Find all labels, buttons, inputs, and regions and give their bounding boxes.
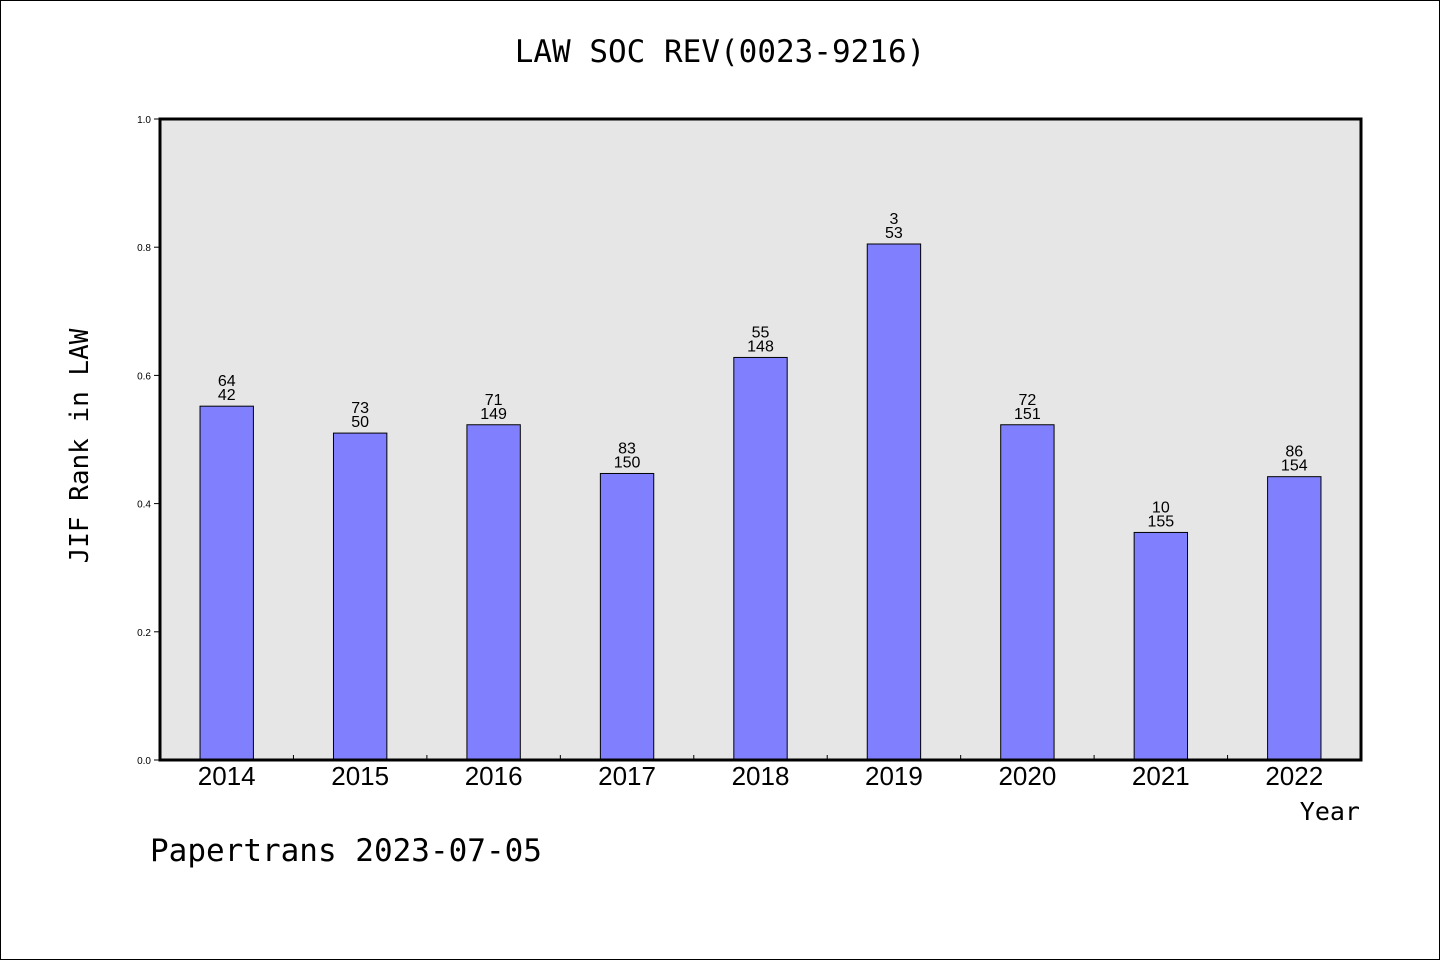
bar xyxy=(733,356,788,761)
bar-total-label: 42 xyxy=(218,387,236,404)
x-axis-label: Year xyxy=(1299,797,1360,826)
y-tick-label: 0.0 xyxy=(137,756,151,767)
bar xyxy=(866,243,922,761)
bar-total-label: 149 xyxy=(480,406,507,423)
bar-total-label: 50 xyxy=(351,414,369,431)
x-tick-label: 2015 xyxy=(331,761,389,791)
y-tick-label: 0.6 xyxy=(137,371,151,382)
x-tick-label: 2017 xyxy=(598,761,656,791)
chart-title: LAW SOC REV(0023-9216) xyxy=(514,34,926,70)
footer-credit: Papertrans 2023-07-05 xyxy=(150,833,542,869)
y-tick-label: 0.4 xyxy=(137,500,151,511)
y-tick-label: 1.0 xyxy=(137,115,151,126)
bar-rank-label: 83 xyxy=(618,440,636,457)
bar xyxy=(1000,424,1055,761)
bar xyxy=(1267,476,1322,761)
x-tick-label: 2018 xyxy=(732,761,790,791)
x-tick-label: 2020 xyxy=(998,761,1056,791)
bar-rank-label: 72 xyxy=(1018,392,1036,409)
bar-rank-label: 71 xyxy=(485,392,503,409)
bar-total-label: 148 xyxy=(747,338,774,355)
bar xyxy=(199,405,254,761)
x-tick-label: 2019 xyxy=(865,761,923,791)
bar-rank-label: 86 xyxy=(1285,444,1303,461)
y-tick-label: 0.2 xyxy=(137,628,151,639)
bar-rank-label: 55 xyxy=(752,324,770,341)
bar xyxy=(332,432,388,761)
bar-rank-label: 64 xyxy=(218,373,236,390)
bar-total-label: 150 xyxy=(614,454,641,471)
y-tick-label: 0.8 xyxy=(137,243,151,254)
bar-rank-label: 73 xyxy=(351,400,369,417)
bar-rank-label: 3 xyxy=(889,211,898,228)
bar xyxy=(599,472,655,761)
bar-rank-label: 10 xyxy=(1152,499,1170,516)
bar-total-label: 155 xyxy=(1147,513,1174,530)
bar-total-label: 53 xyxy=(885,225,903,242)
x-tick-label: 2014 xyxy=(198,761,256,791)
x-tick-label: 2016 xyxy=(465,761,523,791)
x-tick-label: 2022 xyxy=(1265,761,1323,791)
bar xyxy=(1133,531,1189,761)
bar-total-label: 151 xyxy=(1014,406,1041,423)
bar xyxy=(466,424,521,761)
bar-total-label: 154 xyxy=(1281,458,1308,475)
bars xyxy=(199,243,1322,761)
x-tick-label: 2021 xyxy=(1132,761,1190,791)
x-ticks: 2014 2015 2016 2017 2018 2019 2020 2021 2022 xyxy=(198,755,1323,791)
y-ticks: 0.0 0.2 0.4 0.6 0.8 1.0 xyxy=(137,115,160,767)
plot-border xyxy=(158,117,1363,762)
